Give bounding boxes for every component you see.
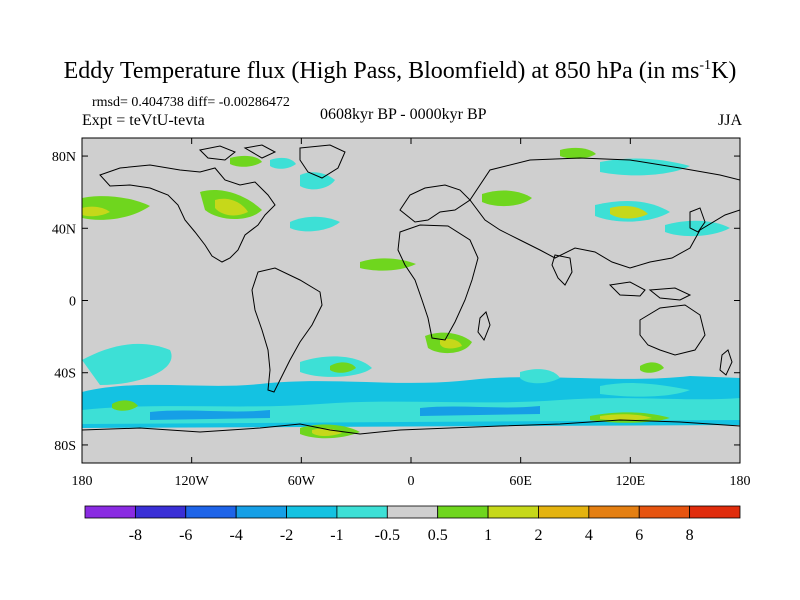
- axis-ticks: [81, 138, 741, 463]
- colorbar-segment: [386, 505, 439, 519]
- lat-label: 40S: [54, 367, 76, 382]
- colorbar-label: -0.5: [375, 527, 400, 544]
- lat-label: 80N: [52, 150, 76, 165]
- colorbar-label: 2: [534, 527, 542, 544]
- season-label: JJA: [717, 112, 742, 129]
- colorbar-segment: [689, 505, 741, 519]
- lon-label: 180: [730, 474, 751, 489]
- colorbar-segment: [134, 505, 187, 519]
- latitude-labels: 80N 40N 0 40S 80S: [52, 150, 76, 454]
- colorbar-label: 4: [585, 527, 593, 544]
- colorbar: -8 -6 -4 -2 -1 -0.5 0.5 1 2 4 6 8: [84, 505, 741, 544]
- plot-title: Eddy Temperature flux (High Pass, Bloomf…: [63, 58, 737, 84]
- colorbar-label: 8: [686, 527, 694, 544]
- colorbar-label: 1: [484, 527, 492, 544]
- colorbar-label: -6: [179, 527, 192, 544]
- experiment-label: Expt = teVtU-tevta: [82, 112, 205, 129]
- colorbar-segment: [437, 505, 489, 519]
- colorbar-segment: [336, 505, 388, 519]
- colorbar-label: -8: [129, 527, 142, 544]
- colorbar-segment: [286, 505, 338, 519]
- longitude-labels: 180 120W 60W 0 60E 120E 180: [72, 474, 751, 489]
- lon-label: 120W: [175, 474, 210, 489]
- colorbar-label: -1: [330, 527, 343, 544]
- lon-label: 0: [408, 474, 415, 489]
- lat-label: 80S: [54, 439, 76, 454]
- colorbar-segment: [588, 505, 640, 519]
- lat-label: 0: [69, 295, 76, 310]
- lon-label: 180: [72, 474, 93, 489]
- colorbar-label: -2: [280, 527, 293, 544]
- colorbar-label: 6: [635, 527, 643, 544]
- anomaly-fields: [82, 147, 740, 439]
- period-label: 0608kyr BP - 0000kyr BP: [320, 106, 487, 123]
- colorbar-segment: [185, 505, 237, 519]
- stats-text: rmsd= 0.404738 diff= -0.00286472: [92, 95, 290, 110]
- colorbar-segment: [84, 505, 136, 519]
- colorbar-label: -4: [229, 527, 242, 544]
- colorbar-label: 0.5: [428, 527, 448, 544]
- colorbar-segment: [538, 505, 590, 519]
- colorbar-segment: [638, 505, 691, 519]
- coastlines: [82, 144, 740, 435]
- lon-label: 60W: [288, 474, 316, 489]
- colorbar-segment: [235, 505, 287, 519]
- colorbar-segment: [487, 505, 539, 519]
- lon-label: 60E: [509, 474, 532, 489]
- lon-label: 120E: [616, 474, 646, 489]
- lat-label: 40N: [52, 222, 76, 237]
